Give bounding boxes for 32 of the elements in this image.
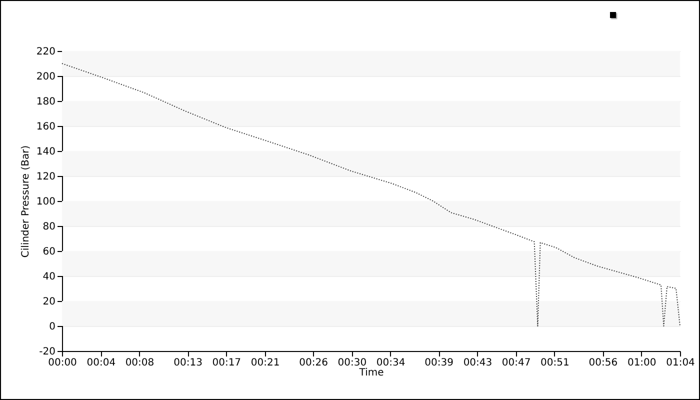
y-axis-title: Cilinder Pressure (Bar) [20, 145, 32, 258]
y-tick-label: 140 [36, 146, 56, 158]
y-tick-label: 160 [36, 122, 56, 132]
x-tick-label: 00:00 [48, 358, 77, 368]
line-series [62, 63, 680, 326]
x-tick-label: 00:51 [540, 358, 570, 368]
x-tick-label: 00:17 [212, 358, 242, 368]
x-tick-label: 00:39 [424, 358, 454, 368]
y-tick-label: 120 [36, 172, 56, 182]
y-tick-label: 100 [36, 196, 56, 208]
y-tick-label: 80 [42, 222, 56, 232]
y-tick-label: -20 [39, 346, 56, 358]
x-tick-label: 00:47 [502, 358, 531, 368]
y-tick-label: 200 [36, 72, 56, 82]
x-axis-title: Time [358, 368, 384, 378]
y-tick-label: 180 [36, 96, 56, 108]
x-tick-label: 00:04 [86, 358, 116, 368]
y-tick-label: 220 [36, 46, 56, 58]
x-tick-label: 01:04 [666, 358, 695, 368]
x-tick-label: 00:30 [338, 358, 367, 368]
y-tick-label: 60 [42, 246, 56, 258]
x-tick-label: 00:13 [174, 358, 202, 368]
y-tick-label: 20 [42, 296, 56, 308]
x-tick-label: 00:56 [588, 358, 618, 368]
x-tick-label: 00:34 [376, 358, 406, 368]
x-tick-label: 00:08 [125, 358, 154, 368]
x-tick-label: 01:00 [627, 358, 656, 368]
x-tick-label: 00:21 [250, 358, 280, 368]
x-tick-label: 00:26 [299, 358, 328, 368]
y-tick-label: 0 [49, 322, 56, 332]
x-tick-label: 00:43 [463, 358, 492, 368]
y-tick-label: 40 [42, 272, 56, 282]
